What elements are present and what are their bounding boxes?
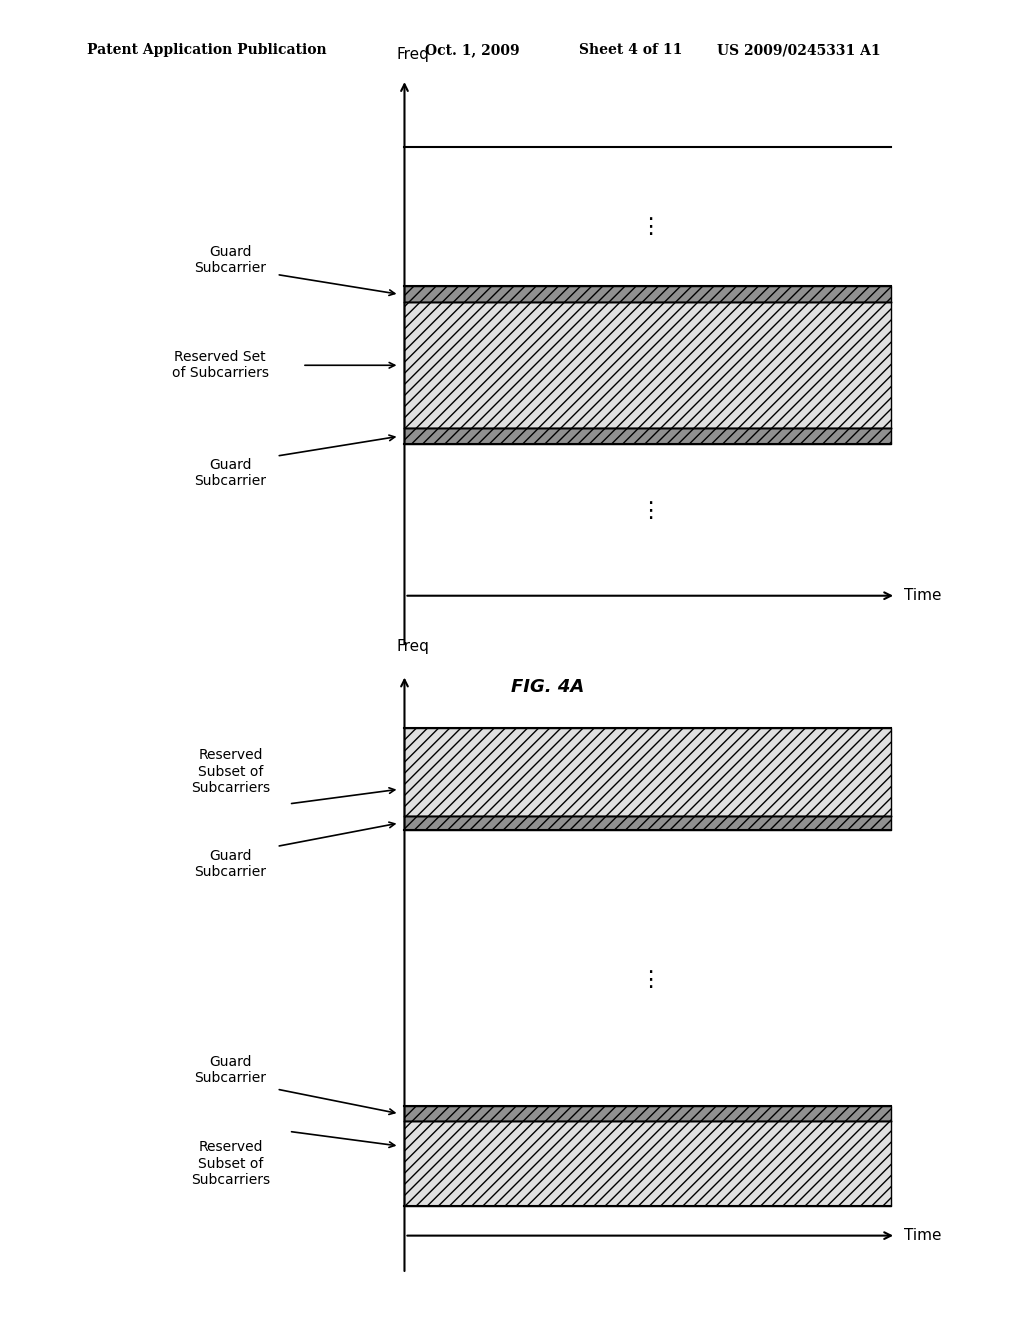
Text: Freq: Freq [396, 48, 429, 62]
Text: Reserved
Subset of
Subcarriers: Reserved Subset of Subcarriers [190, 1140, 270, 1187]
Text: Freq: Freq [396, 639, 429, 655]
Text: Sheet 4 of 11: Sheet 4 of 11 [579, 44, 682, 57]
Text: Oct. 1, 2009: Oct. 1, 2009 [425, 44, 519, 57]
Bar [404, 428, 891, 444]
Text: Guard
Subcarrier: Guard Subcarrier [195, 246, 266, 276]
Text: US 2009/0245331 A1: US 2009/0245331 A1 [717, 44, 881, 57]
Bar [404, 727, 891, 816]
Text: FIG. 4A: FIG. 4A [511, 677, 585, 696]
Text: Reserved
Subset of
Subcarriers: Reserved Subset of Subcarriers [190, 748, 270, 795]
Text: Patent Application Publication: Patent Application Publication [87, 44, 327, 57]
Bar [404, 286, 891, 302]
Text: ⋮: ⋮ [639, 216, 662, 236]
Text: Reserved Set
of Subcarriers: Reserved Set of Subcarriers [172, 350, 268, 380]
Text: Time: Time [904, 589, 942, 603]
Text: Time: Time [904, 1228, 942, 1243]
Bar [404, 816, 891, 830]
Text: ⋮: ⋮ [639, 500, 662, 520]
Text: ⋮: ⋮ [639, 970, 662, 990]
Text: Guard
Subcarrier: Guard Subcarrier [195, 458, 266, 488]
Text: Guard
Subcarrier: Guard Subcarrier [195, 1055, 266, 1085]
Bar [404, 302, 891, 428]
Bar [404, 1121, 891, 1206]
Bar [404, 1106, 891, 1121]
Text: Guard
Subcarrier: Guard Subcarrier [195, 849, 266, 879]
